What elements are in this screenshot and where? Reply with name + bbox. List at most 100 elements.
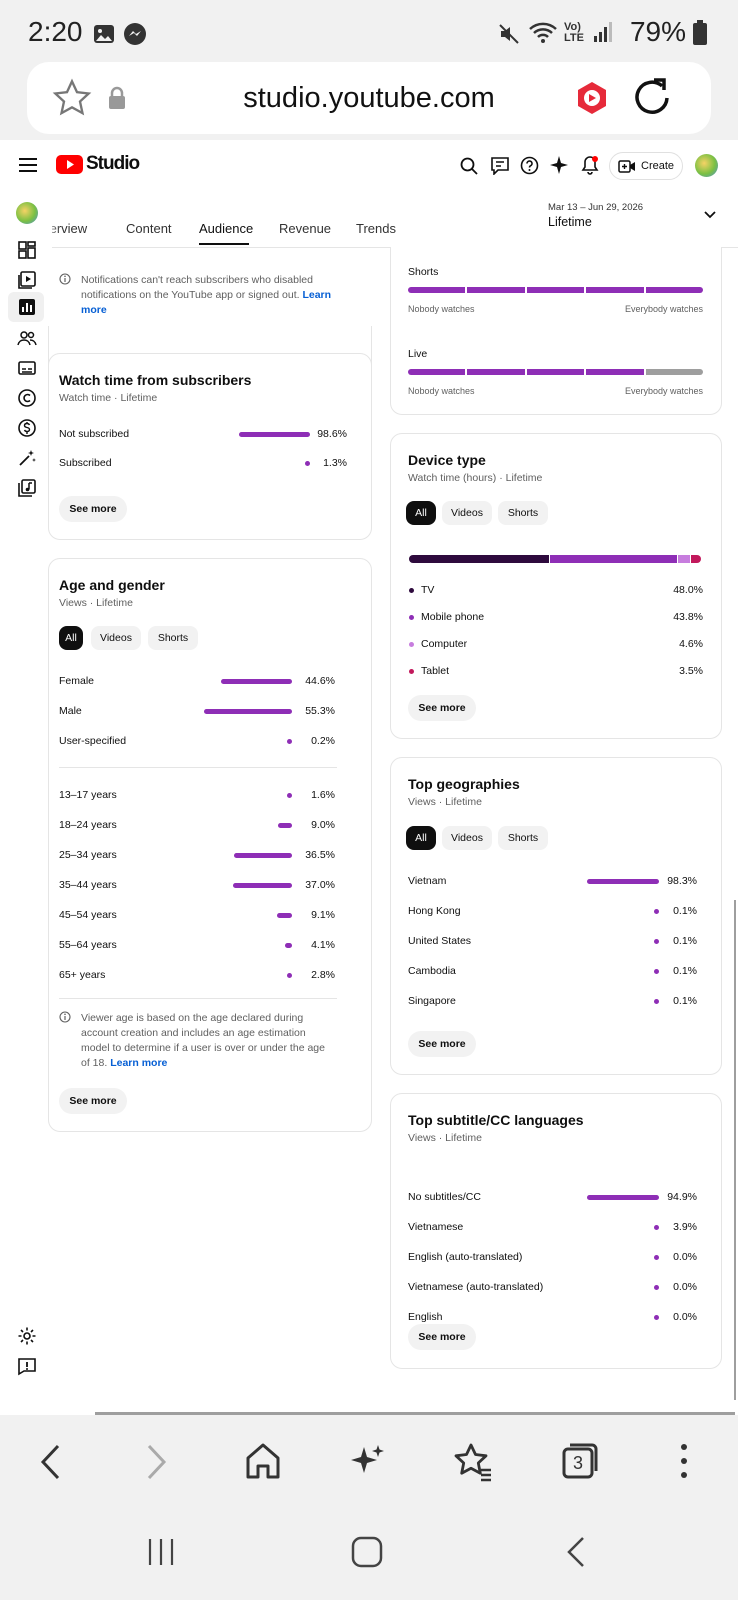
earn-icon[interactable] [17, 418, 37, 438]
search-icon[interactable] [460, 157, 478, 175]
home-nav-icon[interactable] [351, 1536, 383, 1568]
community-icon[interactable] [17, 328, 37, 348]
ai-sparkle-icon[interactable] [350, 1443, 386, 1479]
list-item-bar [203, 709, 292, 714]
avatar[interactable] [695, 154, 718, 177]
filter-chip-all[interactable]: All [59, 626, 83, 650]
audio-library-icon[interactable] [17, 478, 37, 498]
list-item-bar [654, 939, 659, 944]
list-item-value: 0.1% [673, 995, 697, 1007]
list-item-label: Singapore [408, 995, 456, 1007]
list-item-value: 0.1% [673, 935, 697, 947]
age-gender-title: Age and gender [59, 577, 165, 593]
menu-icon[interactable] [19, 158, 37, 172]
channel-avatar[interactable] [16, 202, 38, 224]
comments-icon[interactable] [490, 156, 510, 175]
list-item-label: English (auto-translated) [408, 1251, 523, 1263]
top-geographies-subtitle: Views · Lifetime [408, 796, 482, 808]
learn-more-link[interactable]: Learn more [110, 1057, 168, 1069]
forward-icon[interactable] [145, 1442, 169, 1482]
date-range-selector[interactable]: Mar 13 – Jun 29, 2026 Lifetime [548, 202, 738, 242]
tab-trends[interactable]: Trends [356, 221, 396, 236]
content-icon[interactable] [17, 270, 37, 290]
watch-time-subscribers-subtitle: Watch time · Lifetime [59, 392, 158, 404]
list-item-value: 3.9% [673, 1221, 697, 1233]
tab-revenue[interactable]: Revenue [279, 221, 332, 236]
feedback-icon[interactable] [17, 1356, 37, 1376]
list-item-value: 48.0% [673, 584, 703, 596]
tab-content[interactable]: Content [126, 221, 172, 236]
filter-chip-shorts[interactable]: Shorts [148, 626, 198, 650]
url-text[interactable]: studio.youtube.com [243, 82, 495, 114]
back-icon[interactable] [38, 1442, 62, 1482]
analytics-icon[interactable] [17, 297, 37, 317]
vertical-scrollbar[interactable] [734, 900, 736, 1400]
tab-audience[interactable]: Audience [199, 221, 254, 236]
filter-chip-videos[interactable]: Videos [442, 501, 492, 525]
see-more-button[interactable]: See more [408, 1324, 476, 1350]
list-item-value: 94.9% [667, 1191, 697, 1203]
reach-segment [526, 287, 585, 293]
list-item-label: 18–24 years [59, 819, 117, 831]
legend-dot [409, 615, 414, 620]
tabs-button[interactable]: 3 [561, 1442, 599, 1480]
list-item-label: Male [59, 705, 82, 717]
see-more-button[interactable]: See more [408, 1031, 476, 1057]
device-type-title: Device type [408, 452, 486, 468]
shorts-reach-label: Shorts [408, 266, 439, 278]
filter-chip-all[interactable]: All [406, 501, 436, 525]
studio-logo-text[interactable]: Studio [86, 153, 140, 174]
learn-more-link[interactable]: Learn more [81, 289, 332, 316]
recent-apps-icon[interactable] [146, 1537, 176, 1567]
list-item-bar [305, 461, 310, 466]
filter-chip-all[interactable]: All [406, 826, 436, 850]
subtitles-icon[interactable] [17, 358, 37, 378]
home-icon[interactable] [244, 1442, 282, 1480]
list-item-bar [287, 793, 292, 798]
list-item-value: 98.6% [317, 428, 347, 440]
tabs-count: 3 [572, 1453, 583, 1473]
filter-chip-videos[interactable]: Videos [442, 826, 492, 850]
notifications-icon[interactable] [580, 155, 600, 175]
list-item-label: 65+ years [59, 969, 106, 981]
reach-segment [586, 287, 644, 293]
see-more-button[interactable]: See more [59, 496, 127, 522]
customization-icon[interactable] [17, 448, 37, 468]
settings-icon[interactable] [17, 1326, 37, 1346]
list-item-value: 0.2% [311, 735, 335, 747]
youtube-logo-icon[interactable] [56, 155, 83, 174]
tab-active-indicator [199, 243, 249, 245]
youtube-studio-extension-icon[interactable] [575, 80, 609, 116]
copyright-icon[interactable] [17, 388, 37, 408]
top-geographies-title: Top geographies [408, 776, 520, 792]
sparkle-icon[interactable] [550, 156, 568, 174]
section-divider [59, 998, 337, 999]
age-note: Viewer age is based on the age declared … [81, 1011, 336, 1071]
battery-percent: 79% [629, 16, 686, 47]
bookmark-star-icon[interactable] [52, 78, 92, 118]
list-item-label: No subtitles/CC [408, 1191, 481, 1203]
gallery-icon [94, 25, 114, 43]
address-bar[interactable]: studio.youtube.com [27, 62, 711, 134]
create-button[interactable]: Create [609, 152, 683, 180]
list-item-bar [277, 823, 292, 828]
horizontal-scrollbar[interactable] [95, 1412, 735, 1415]
help-icon[interactable] [520, 156, 539, 175]
list-item-bar [586, 1195, 659, 1200]
dashboard-icon[interactable] [17, 240, 37, 260]
back-nav-icon[interactable] [565, 1536, 587, 1568]
filter-chip-shorts[interactable]: Shorts [498, 501, 548, 525]
list-item-label: 25–34 years [59, 849, 117, 861]
filter-chip-shorts[interactable]: Shorts [498, 826, 548, 850]
legend-dot [409, 588, 414, 593]
bookmarks-icon[interactable] [453, 1442, 493, 1482]
reload-icon[interactable] [632, 76, 672, 120]
more-options-icon[interactable] [678, 1442, 690, 1480]
see-more-button[interactable]: See more [59, 1088, 127, 1114]
see-more-button[interactable]: See more [408, 695, 476, 721]
device-segment [691, 555, 701, 563]
info-icon [59, 273, 71, 285]
filter-chip-videos[interactable]: Videos [91, 626, 141, 650]
list-item-value: 36.5% [305, 849, 335, 861]
list-item-bar [654, 909, 659, 914]
